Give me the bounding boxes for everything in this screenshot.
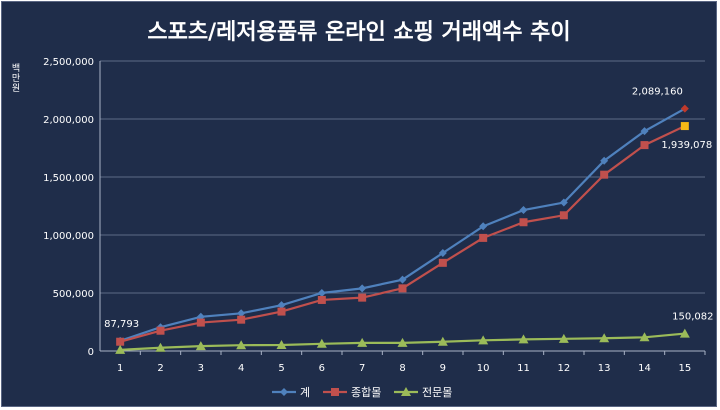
data-point [479,233,488,242]
data-point [478,335,489,345]
data-point [277,307,286,316]
data-point [196,318,205,327]
data-label: 87,793 [104,319,139,330]
y-tick-label: 1,000,000 [43,231,94,242]
x-tick-label: 6 [319,363,325,374]
x-tick-label: 15 [678,363,691,374]
legend-label: 종합몰 [351,386,381,399]
data-point [519,206,528,215]
series-line [119,107,686,342]
data-point [398,275,407,284]
y-tick-label: 2,500,000 [43,57,94,68]
data-point [559,198,568,207]
data-point [237,315,246,324]
legend-item: 계 [272,386,310,399]
data-point [438,258,447,267]
data-point [277,301,286,310]
y-tick-label: 1,500,000 [43,173,94,184]
series-line [119,125,686,343]
x-tick-label: 8 [399,363,405,374]
data-point [115,344,126,354]
y-tick-label: 0 [88,347,94,358]
data-point [398,284,407,293]
x-tick-label: 5 [278,363,284,374]
data-point [438,248,447,257]
legend-item: 종합몰 [323,386,381,399]
data-point [317,295,326,304]
data-point [599,333,610,343]
data-point [357,337,368,347]
legend-label: 계 [300,386,310,399]
y-axis-unit-label: 백만원 [11,64,21,94]
data-point [116,337,125,346]
data-point [397,337,408,347]
data-label: 150,082 [672,312,713,323]
legend-marker [401,387,411,396]
x-tick-label: 11 [517,363,530,374]
data-point [518,334,529,344]
x-tick-label: 14 [638,363,651,374]
data-point [640,127,649,136]
data-point [479,222,488,231]
data-point [316,338,327,348]
x-tick-label: 3 [198,363,204,374]
data-point [680,122,689,131]
data-point [156,326,165,335]
chart-title: 스포츠/레저용품류 온라인 쇼핑 거래액수 추이 [147,20,571,45]
x-tick-label: 2 [157,363,163,374]
data-point [276,339,287,349]
data-point [559,211,568,220]
data-point [519,218,528,227]
x-tick-label: 1 [117,363,123,374]
x-tick-label: 9 [440,363,446,374]
data-point [237,309,246,318]
x-tick-label: 12 [557,363,570,374]
x-tick-label: 13 [598,363,611,374]
legend-marker [280,388,288,396]
x-tick-label: 4 [238,363,244,374]
data-point [600,170,609,179]
y-tick-label: 500,000 [53,289,94,300]
legend-label: 전문몰 [422,386,452,399]
data-point [558,333,569,343]
series-1 [116,104,689,345]
data-point [155,342,166,352]
data-point [195,341,206,351]
data-label: 2,089,160 [632,87,683,98]
series-3 [115,328,690,354]
series-2 [116,122,689,346]
data-point [680,104,689,113]
data-point [600,156,609,165]
data-point [358,284,367,293]
legend-item: 전문몰 [394,386,452,399]
legend-marker [331,388,339,396]
x-tick-label: 7 [359,363,365,374]
data-point [640,141,649,150]
x-tick-label: 10 [477,363,490,374]
data-label: 1,939,078 [661,140,712,151]
y-tick-label: 2,000,000 [43,115,94,126]
data-point [639,332,650,342]
data-point [679,328,690,338]
data-point [437,336,448,346]
data-point [317,289,326,297]
data-point [358,293,367,302]
data-point [236,340,247,350]
